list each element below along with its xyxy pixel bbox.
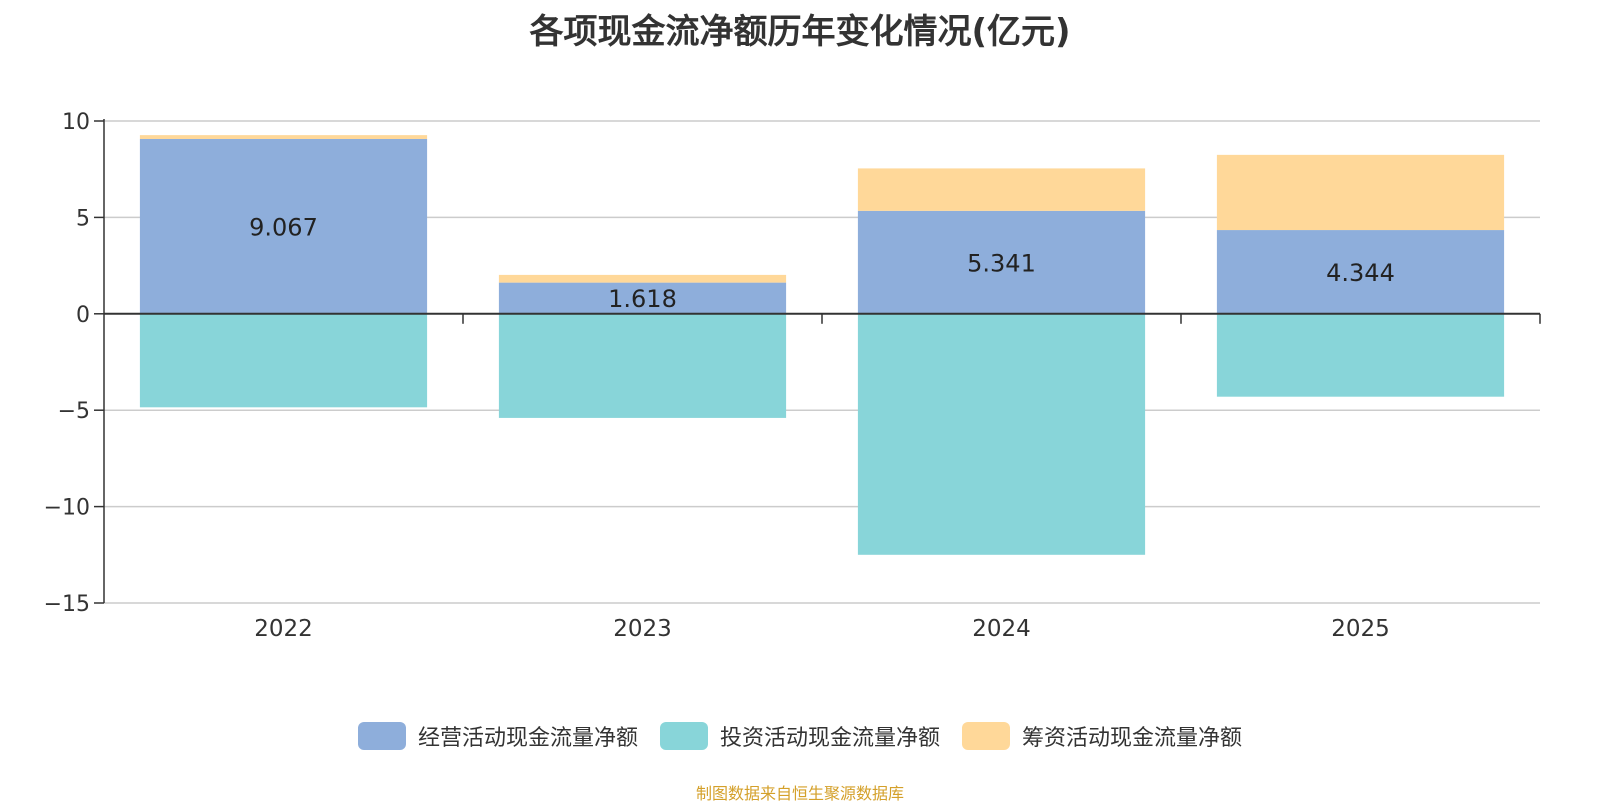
legend-swatch <box>962 722 1010 750</box>
data-label: 9.067 <box>249 213 318 241</box>
bar-chart: 10 5 0 −5 −10 −15 9.067 2022 1.618 2023 5.341 2024 4… <box>44 110 1541 642</box>
y-tick-label: 5 <box>76 206 90 231</box>
bar-segment <box>1216 313 1505 397</box>
bar-segment <box>139 138 428 314</box>
bars <box>139 135 1505 555</box>
bar-segment <box>498 313 787 418</box>
legend-label: 投资活动现金流量净额 <box>719 726 940 751</box>
bar-segment <box>857 168 1146 211</box>
y-tick-label: −5 <box>58 399 90 424</box>
source-note: 制图数据来自恒生聚源数据库 <box>695 784 904 803</box>
legend-label: 筹资活动现金流量净额 <box>1022 726 1243 751</box>
data-label: 5.341 <box>967 249 1036 277</box>
bar-segment <box>1216 154 1505 231</box>
labels: 10 5 0 −5 −10 −15 9.067 2022 1.618 2023 5.341 2024 4… <box>44 110 1395 642</box>
data-label: 1.618 <box>608 285 677 313</box>
y-tick-label: −15 <box>44 592 90 617</box>
legend-item[interactable]: 投资活动现金流量净额 <box>659 720 940 752</box>
x-tick-label: 2024 <box>972 616 1031 642</box>
y-tick-label: 10 <box>62 110 90 135</box>
axes <box>94 119 1541 604</box>
bar-segment <box>857 210 1146 314</box>
bar-segment <box>139 313 428 408</box>
bar-segment <box>857 313 1146 555</box>
x-tick-label: 2022 <box>254 616 313 642</box>
chart-title: 各项现金流净额历年变化情况(亿元) <box>529 12 1071 52</box>
legend-swatch <box>357 722 406 750</box>
y-tick-label: −10 <box>44 496 90 521</box>
bar-segment <box>1216 230 1505 314</box>
legend: 经营活动现金流量净额 投资活动现金流量净额 筹资活动现金流量净额 <box>0 720 1600 752</box>
bar-segment <box>498 274 787 283</box>
y-tick-label: 0 <box>76 303 90 328</box>
legend-swatch <box>659 722 708 750</box>
x-tick-label: 2023 <box>613 616 672 642</box>
bar-segment <box>498 282 787 314</box>
legend-item[interactable]: 经营活动现金流量净额 <box>357 720 638 752</box>
legend-item[interactable]: 筹资活动现金流量净额 <box>962 720 1242 752</box>
legend-label: 经营活动现金流量净额 <box>417 726 638 751</box>
data-label: 4.344 <box>1326 259 1395 287</box>
bar-segment <box>139 135 428 139</box>
x-tick-label: 2025 <box>1331 616 1390 642</box>
